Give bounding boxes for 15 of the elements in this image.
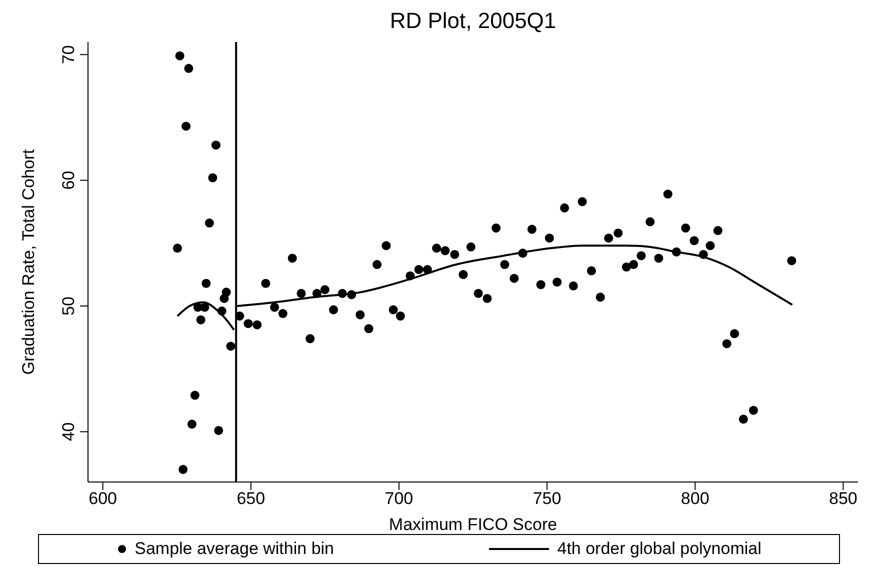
legend-label: Sample average within bin [134,539,334,559]
y-axis-title: Graduation Rate, Total Cohort [19,148,38,375]
x-tick-label: 600 [88,489,117,508]
y-tick-label: 40 [59,422,78,442]
x-tick-label: 650 [236,489,266,508]
y-tick-label: 50 [59,296,78,316]
x-tick-label: 800 [680,489,710,508]
x-tick-label: 700 [384,489,414,508]
legend-label: 4th order global polynomial [557,539,762,559]
y-tick-label: 70 [59,45,78,64]
chart-title: RD Plot, 2005Q1 [388,8,558,35]
x-tick-label: 750 [532,489,562,508]
x-tick-label: 850 [829,489,858,508]
y-tick-label: 60 [59,170,78,190]
x-axis-title: Maximum FICO Score [388,515,558,534]
